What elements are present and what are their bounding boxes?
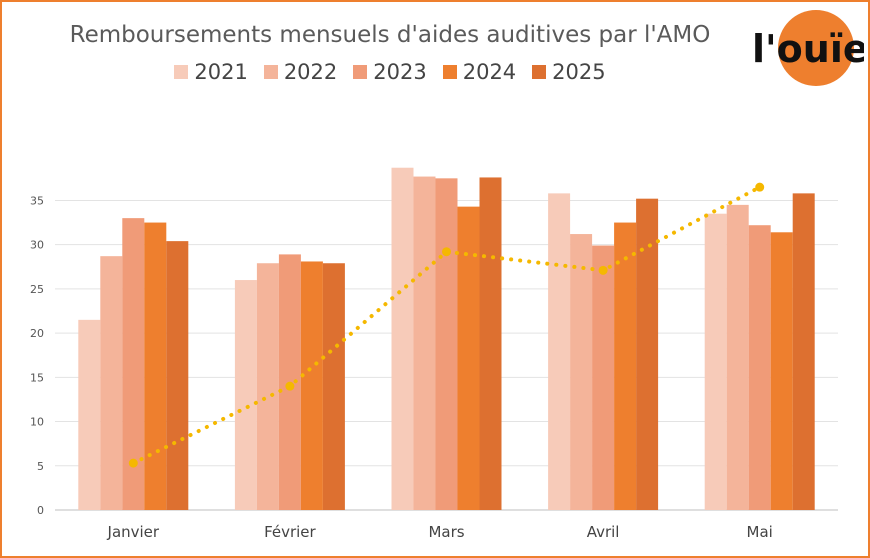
x-category-label: Mai — [747, 523, 773, 541]
x-category-label: Mars — [428, 523, 464, 541]
x-category-label: Avril — [587, 523, 620, 541]
y-tick-label: 5 — [37, 460, 44, 473]
legend-swatch — [174, 65, 189, 79]
legend-label: 2023 — [373, 60, 427, 84]
legend-item: 2022 — [263, 60, 338, 84]
legend-swatch — [263, 65, 278, 79]
bar-2025-février — [322, 263, 345, 510]
bar-2025-mars — [479, 177, 502, 510]
y-tick-label: 25 — [30, 283, 44, 296]
bar-2021-janvier — [78, 319, 101, 510]
legend-swatch — [353, 65, 368, 79]
bar-2021-avril — [548, 193, 571, 510]
bar-2022-janvier — [100, 256, 123, 510]
x-category-label: Janvier — [107, 523, 160, 541]
bar-2022-mars — [413, 176, 436, 510]
x-category-label: Février — [264, 523, 316, 541]
legend-item: 2024 — [442, 60, 517, 84]
bar-2025-janvier — [166, 241, 189, 510]
legend-item: 2021 — [174, 60, 248, 84]
legend-item: 2025 — [532, 60, 606, 84]
legend-swatch — [442, 65, 457, 79]
y-tick-label: 15 — [30, 371, 44, 384]
legend-label: 2025 — [552, 60, 606, 84]
trend-point — [285, 381, 295, 391]
y-tick-label: 35 — [30, 194, 44, 207]
bar-2025-avril — [636, 198, 659, 511]
bar-2023-mai — [748, 225, 771, 510]
y-tick-label: 30 — [30, 239, 44, 252]
bar-2024-mai — [770, 232, 793, 511]
bar-2021-février — [234, 280, 257, 510]
chart-title: Remboursements mensuels d'aides auditive… — [69, 22, 711, 48]
bar-2024-avril — [614, 222, 637, 511]
bar-2024-mars — [457, 206, 480, 510]
bar-2022-mai — [726, 204, 749, 510]
trend-point — [128, 458, 138, 468]
logo-text: l'ouïe — [752, 27, 864, 71]
bar-2021-mars — [391, 167, 414, 510]
bar-2024-février — [300, 261, 323, 510]
trend-point — [598, 265, 608, 275]
y-tick-label: 10 — [30, 416, 44, 429]
bar-2023-janvier — [122, 218, 145, 510]
bar-2022-février — [256, 263, 279, 510]
bar-2023-mars — [435, 178, 458, 511]
bar-2024-janvier — [144, 222, 167, 511]
legend: 2021 2022 2023 2024 2025 — [0, 60, 780, 84]
bar-2025-mai — [792, 193, 815, 510]
trend-point — [755, 182, 765, 192]
legend-item: 2023 — [353, 60, 427, 84]
bar-2021-mai — [704, 213, 727, 510]
legend-label: 2021 — [194, 60, 248, 84]
y-tick-label: 20 — [30, 327, 44, 340]
trend-point — [442, 247, 451, 257]
bar-2022-avril — [570, 234, 593, 510]
legend-label: 2022 — [283, 60, 338, 84]
y-tick-label: 0 — [37, 504, 44, 517]
legend-label: 2024 — [462, 60, 517, 84]
bar-2023-avril — [592, 245, 615, 510]
legend-swatch — [532, 65, 547, 79]
brand-logo: l'ouïe — [752, 10, 864, 86]
